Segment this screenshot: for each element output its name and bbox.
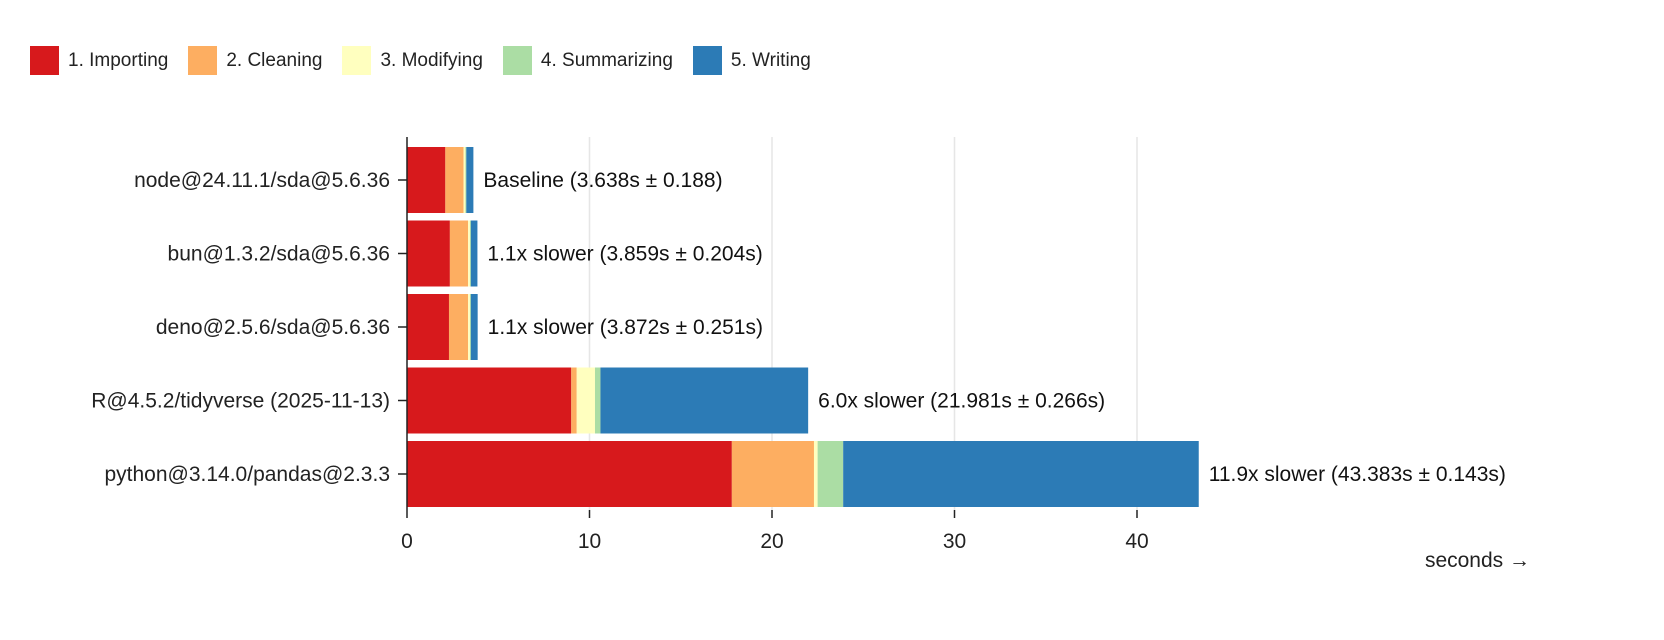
- legend-label: 4. Summarizing: [540, 49, 673, 71]
- category-label: node@24.11.1/sda@5.6.36: [134, 169, 390, 192]
- category-label: bun@1.3.2/sda@5.6.36: [168, 243, 390, 266]
- bar-segment: [463, 147, 466, 213]
- bar-segment: [465, 147, 467, 213]
- bar-segment: [594, 367, 601, 434]
- legend-label: 5. Writing: [730, 49, 811, 71]
- bar-segment: [813, 441, 818, 507]
- legend-label: 2. Cleaning: [226, 49, 323, 71]
- bar-segment: [600, 367, 809, 434]
- bar-segment: [470, 294, 478, 360]
- bar-segment: [469, 220, 471, 287]
- bar-segment: [468, 220, 470, 287]
- bar-segment: [843, 441, 1199, 507]
- x-tick-label: 20: [760, 530, 783, 553]
- bar-value-label: 11.9x slower (43.383s ± 0.143s): [1209, 463, 1506, 486]
- category-label: python@3.14.0/pandas@2.3.3: [104, 463, 390, 486]
- bar-segment: [470, 220, 478, 287]
- legend-swatch: [502, 46, 532, 75]
- legend-swatch: [342, 46, 372, 75]
- legend-label: 3. Modifying: [380, 49, 483, 71]
- x-tick-label: 0: [401, 530, 413, 553]
- bar-segment: [469, 294, 471, 360]
- legend-item: 1. Importing: [30, 46, 168, 75]
- bar-segment: [407, 294, 449, 360]
- bar-segment: [445, 147, 464, 213]
- legend-swatch: [692, 46, 722, 75]
- legend-item: 2. Cleaning: [188, 46, 322, 75]
- bar-segment: [449, 220, 469, 287]
- bar-segment: [407, 441, 732, 507]
- x-tick-label: 40: [1125, 530, 1148, 553]
- legend-item: 5. Writing: [692, 46, 811, 75]
- legend: 1. Importing 2. Cleaning 3. Modifying 4. Su…: [30, 46, 831, 75]
- legend-item: 3. Modifying: [342, 46, 483, 75]
- legend-item: 4. Summarizing: [502, 46, 673, 75]
- bar-segment: [571, 367, 577, 434]
- category-label: R@4.5.2/tidyverse (2025-11-13): [91, 390, 390, 413]
- bar-value-label: Baseline (3.638s ± 0.188): [483, 169, 722, 192]
- legend-label: 1. Importing: [68, 49, 169, 71]
- x-axis-title: seconds →: [1425, 549, 1530, 572]
- bar-segment: [407, 367, 572, 434]
- bar-segment: [731, 441, 814, 507]
- bar-value-label: 1.1x slower (3.859s ± 0.204s): [487, 243, 762, 266]
- category-label: deno@2.5.6/sda@5.6.36: [156, 316, 390, 339]
- bar-segment: [576, 367, 595, 434]
- bar-segment: [817, 441, 844, 507]
- x-tick-label: 10: [578, 530, 601, 553]
- bar-segment: [407, 220, 450, 287]
- bar-segment: [407, 147, 446, 213]
- x-tick-label: 30: [943, 530, 966, 553]
- bar-segment: [466, 147, 474, 213]
- bar-value-label: 6.0x slower (21.981s ± 0.266s): [818, 390, 1105, 413]
- legend-swatch: [30, 46, 59, 75]
- bar-segment: [468, 294, 470, 360]
- bar-value-label: 1.1x slower (3.872s ± 0.251s): [488, 316, 763, 339]
- bar-segment: [448, 294, 469, 360]
- legend-swatch: [188, 46, 218, 75]
